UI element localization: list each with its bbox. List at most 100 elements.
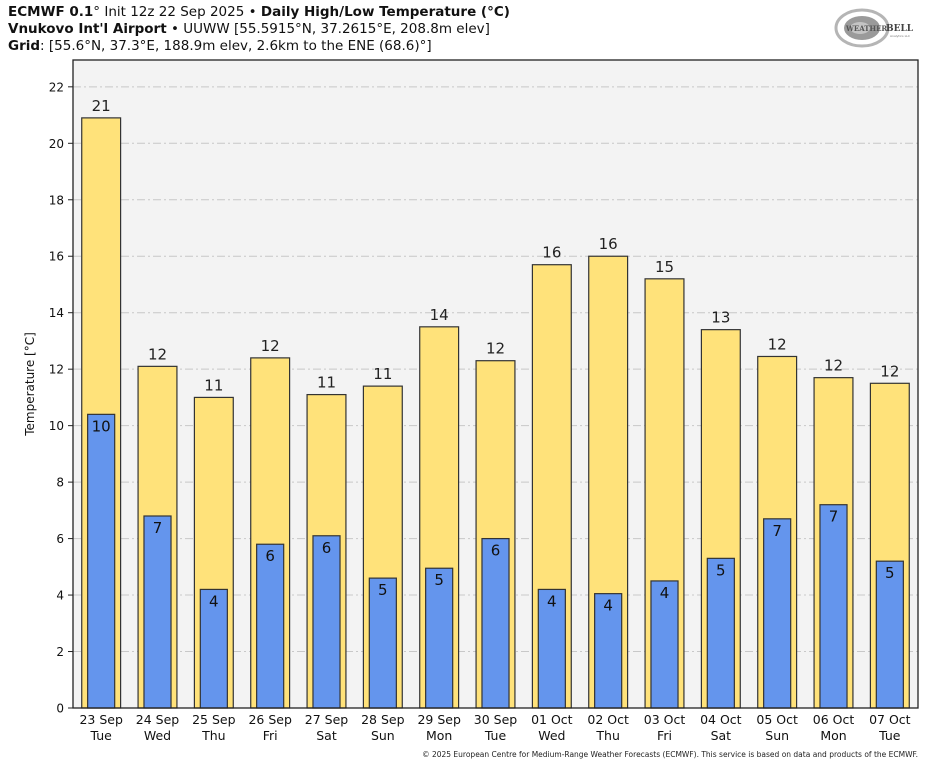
low-temp-label: 4: [660, 584, 670, 602]
low-temp-label: 5: [434, 571, 444, 589]
x-tick-date: 24 Sep: [136, 712, 180, 727]
low-temp-bar: [312, 535, 341, 709]
x-tick-date: 02 Oct: [587, 712, 629, 727]
station-name: Vnukovo Int'l Airport: [8, 21, 167, 37]
low-temp-label: 4: [209, 592, 219, 610]
x-tick-date: 06 Oct: [813, 712, 855, 727]
x-tick-day: Sat: [711, 728, 732, 743]
y-tick-label: 14: [49, 306, 64, 320]
low-temp-label: 7: [772, 522, 782, 540]
x-tick-date: 04 Oct: [700, 712, 742, 727]
init-time: Init 12z 22 Sep 2025 •: [100, 4, 261, 20]
x-tick-day: Mon: [820, 728, 846, 743]
logo-text-weather: WEATHER: [845, 24, 887, 33]
high-temp-label: 16: [542, 244, 561, 262]
low-temp-label: 5: [716, 561, 726, 579]
x-tick-date: 28 Sep: [361, 712, 405, 727]
low-temp-bar: [143, 515, 172, 709]
high-temp-label: 11: [317, 374, 336, 392]
x-tick-day: Mon: [426, 728, 452, 743]
low-temp-label: 5: [885, 564, 895, 582]
product-title: Daily High/Low Temperature (°C): [260, 4, 510, 20]
y-tick-label: 2: [56, 645, 64, 659]
bars: [81, 117, 910, 709]
low-temp-label: 7: [153, 519, 163, 537]
grid-details: : [55.6°N, 37.3°E, 188.9m elev, 2.6km to…: [40, 38, 432, 54]
header-line-model: ECMWF 0.1° Init 12z 22 Sep 2025 • Daily …: [8, 4, 510, 21]
x-tick-date: 07 Oct: [869, 712, 911, 727]
y-tick-label: 22: [49, 80, 64, 94]
y-tick-label: 10: [49, 419, 64, 433]
high-temp-label: 12: [824, 357, 843, 375]
high-temp-label: 12: [880, 362, 899, 380]
x-tick-day: Wed: [144, 728, 171, 743]
high-temp-label: 12: [486, 340, 505, 358]
low-temp-bar: [594, 593, 623, 709]
y-tick-label: 4: [56, 589, 64, 603]
x-tick-day: Wed: [538, 728, 565, 743]
x-tick-date: 27 Sep: [305, 712, 349, 727]
model-degree: °: [93, 4, 101, 20]
y-tick-label: 0: [56, 702, 64, 716]
low-temp-bar: [763, 518, 792, 709]
low-temp-bar: [819, 504, 848, 709]
low-temp-bar: [875, 560, 904, 709]
x-tick-day: Tue: [484, 728, 507, 743]
x-tick-day: Sun: [765, 728, 789, 743]
low-temp-label: 10: [92, 417, 111, 435]
y-tick-label: 18: [49, 193, 64, 207]
low-temp-bar: [256, 543, 285, 709]
plot-frame: [72, 59, 919, 709]
high-temp-label: 21: [92, 97, 111, 115]
station-details: • UUWW [55.5915°N, 37.2615°E, 208.8m ele…: [166, 21, 490, 37]
x-tick-date: 25 Sep: [192, 712, 236, 727]
grid-label: Grid: [8, 38, 41, 54]
y-tick-label: 8: [56, 476, 64, 490]
logo-text-bell: BELL: [886, 24, 914, 34]
high-temp-label: 11: [373, 365, 392, 383]
copyright-footer: © 2025 European Centre for Medium-Range …: [422, 750, 918, 759]
high-temp-label: 12: [148, 345, 167, 363]
y-axis: 0 2 4 6 8 10 12 14 16 18 20 22: [49, 80, 73, 716]
header-line-grid: Grid: [55.6°N, 37.3°E, 188.9m elev, 2.6k…: [8, 38, 432, 55]
x-tick-date: 03 Oct: [644, 712, 686, 727]
low-temp-label: 4: [547, 592, 557, 610]
x-tick-day: Fri: [657, 728, 672, 743]
low-temp-bar: [87, 413, 116, 709]
x-tick-day: Sat: [316, 728, 337, 743]
low-temp-bar: [481, 537, 510, 709]
x-tick-day: Fri: [263, 728, 278, 743]
low-temp-label: 5: [378, 581, 388, 599]
low-temp-label: 6: [322, 539, 332, 557]
x-tick-date: 01 Oct: [531, 712, 573, 727]
x-tick-date: 29 Sep: [417, 712, 461, 727]
low-temp-label: 6: [265, 547, 275, 565]
y-tick-label: 6: [56, 532, 64, 546]
high-temp-label: 12: [768, 335, 787, 353]
high-temp-label: 14: [430, 306, 449, 324]
logo-text-sub: Analytics LLC: [890, 34, 910, 38]
data-labels: 21 10 12 7 11 4 12 6 11 6 11 5 14 5 12 6 16 4 16 4 15 4 13 5 12 7…: [92, 97, 900, 615]
high-temp-label: 12: [261, 337, 280, 355]
weatherbell-logo: WEATHER BELL Analytics LLC: [834, 8, 914, 48]
high-temp-label: 16: [599, 235, 618, 253]
low-temp-label: 4: [603, 597, 613, 615]
x-tick-date: 30 Sep: [474, 712, 518, 727]
x-tick-day: Thu: [201, 728, 225, 743]
x-tick-day: Tue: [89, 728, 112, 743]
y-axis-label: Temperature [°C]: [23, 332, 37, 436]
low-temp-bar: [706, 557, 735, 709]
high-temp-label: 13: [711, 309, 730, 327]
header-line-station: Vnukovo Int'l Airport • UUWW [55.5915°N,…: [8, 21, 490, 38]
x-tick-date: 23 Sep: [79, 712, 123, 727]
x-tick-day: Sun: [371, 728, 395, 743]
model-name: ECMWF 0.1: [8, 4, 94, 20]
high-temp-label: 15: [655, 258, 674, 276]
x-tick-day: Tue: [878, 728, 901, 743]
y-tick-label: 16: [49, 250, 64, 264]
x-tick-date: 05 Oct: [756, 712, 798, 727]
x-tick-day: Thu: [595, 728, 619, 743]
high-temp-label: 11: [204, 376, 223, 394]
